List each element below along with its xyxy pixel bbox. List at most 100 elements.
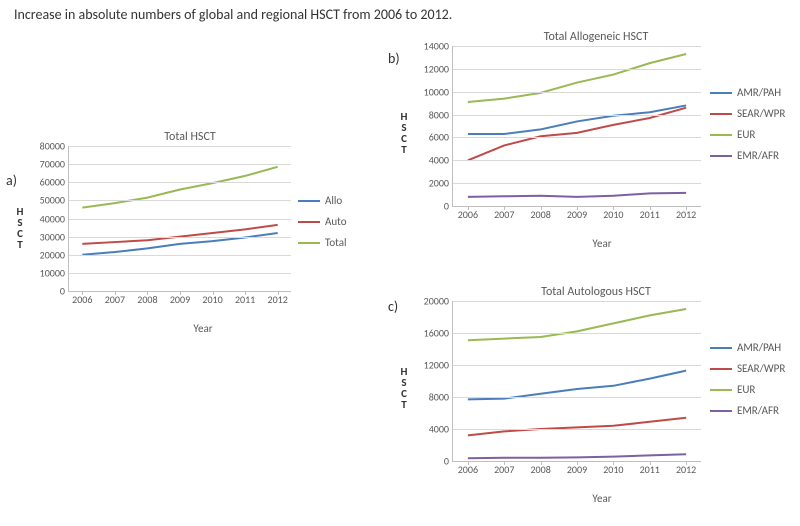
legend-item: Auto (298, 215, 347, 228)
chart-a-x-title: Year (68, 322, 338, 335)
gridline (453, 115, 701, 116)
legend-label: SEAR/WPR (737, 107, 785, 120)
legend-label: EMR/AFR (737, 404, 779, 417)
gridline (453, 397, 701, 398)
legend-item: EMR/AFR (710, 404, 785, 417)
gridline (453, 183, 701, 184)
gridline (69, 200, 291, 201)
legend-label: Allo (325, 194, 342, 207)
ytick-label: 0 (444, 200, 453, 213)
legend-swatch (710, 134, 732, 136)
legend-label: Auto (325, 215, 347, 228)
xtick-label: 2008 (530, 461, 550, 476)
ytick-label: 20000 (424, 295, 453, 308)
legend-label: EUR (737, 383, 755, 396)
series-line (468, 105, 686, 134)
gridline (453, 160, 701, 161)
legend-label: SEAR/WPR (737, 362, 785, 375)
gridline (453, 333, 701, 334)
gridline (69, 164, 291, 165)
legend-item: AMR/PAH (710, 341, 785, 354)
series-line (468, 193, 686, 197)
chart-a-plot: 0100002000030000400005000060000700008000… (68, 146, 291, 292)
legend-item: SEAR/WPR (710, 107, 785, 120)
ytick-label: 16000 (424, 327, 453, 340)
xtick-label: 2010 (603, 206, 623, 221)
series-line (468, 54, 686, 102)
xtick-label: 2007 (105, 291, 125, 306)
gridline (453, 92, 701, 93)
xtick-label: 2007 (494, 206, 514, 221)
chart-c-plot: 0400080001200016000200002006200720082009… (452, 301, 701, 462)
chart-c: Total Autologous HSCT HSCT 0400080001200… (400, 285, 792, 505)
gridline (453, 429, 701, 430)
ytick-label: 80000 (40, 140, 69, 153)
legend-label: EUR (737, 128, 755, 141)
legend-swatch (298, 242, 320, 244)
chart-b-y-title: HSCT (398, 111, 410, 155)
legend-swatch (710, 113, 732, 115)
series-line (82, 167, 277, 208)
ytick-label: 4000 (429, 154, 453, 167)
xtick-label: 2008 (530, 206, 550, 221)
xtick-label: 2011 (235, 291, 255, 306)
chart-a-legend: Allo Auto Total (298, 186, 347, 257)
ytick-label: 0 (60, 285, 69, 298)
chart-b-legend: AMR/PAH SEAR/WPR EUR EMR/AFR (710, 78, 785, 170)
chart-b-lines (453, 46, 701, 206)
panel-label-b: b) (388, 50, 400, 67)
page-title: Increase in absolute numbers of global a… (14, 6, 452, 23)
ytick-label: 10000 (424, 85, 453, 98)
legend-swatch (710, 389, 732, 391)
legend-swatch (710, 368, 732, 370)
legend-swatch (298, 221, 320, 223)
chart-c-legend: AMR/PAH SEAR/WPR EUR EMR/AFR (710, 333, 785, 425)
series-line (468, 418, 686, 436)
legend-item: Allo (298, 194, 347, 207)
xtick-label: 2011 (640, 206, 660, 221)
ytick-label: 2000 (429, 177, 453, 190)
legend-item: Total (298, 236, 347, 249)
gridline (69, 182, 291, 183)
legend-swatch (298, 200, 320, 202)
legend-label: EMR/AFR (737, 149, 779, 162)
chart-b: Total Allogeneic HSCT HSCT 0200040006000… (400, 30, 792, 250)
xtick-label: 2011 (640, 461, 660, 476)
series-line (468, 454, 686, 458)
ytick-label: 12000 (424, 62, 453, 75)
ytick-label: 12000 (424, 359, 453, 372)
chart-a: Total HSCT HSCT 010000200003000040000500… (20, 130, 360, 335)
panel-label-c: c) (388, 298, 398, 315)
legend-item: AMR/PAH (710, 86, 785, 99)
gridline (453, 301, 701, 302)
xtick-label: 2010 (202, 291, 222, 306)
gridline (453, 46, 701, 47)
gridline (69, 219, 291, 220)
series-line (82, 225, 277, 244)
gridline (453, 69, 701, 70)
ytick-label: 8000 (429, 108, 453, 121)
ytick-label: 60000 (40, 176, 69, 189)
panel-label-a: a) (6, 172, 17, 189)
series-line (468, 309, 686, 340)
gridline (453, 365, 701, 366)
legend-swatch (710, 92, 732, 94)
ytick-label: 10000 (40, 266, 69, 279)
ytick-label: 20000 (40, 248, 69, 261)
xtick-label: 2009 (170, 291, 190, 306)
xtick-label: 2006 (458, 461, 478, 476)
legend-swatch (710, 410, 732, 412)
chart-c-x-title: Year (452, 492, 752, 505)
gridline (69, 255, 291, 256)
xtick-label: 2008 (137, 291, 157, 306)
ytick-label: 0 (444, 455, 453, 468)
ytick-label: 4000 (429, 423, 453, 436)
chart-b-title: Total Allogeneic HSCT (400, 30, 792, 44)
legend-item: EMR/AFR (710, 149, 785, 162)
ytick-label: 40000 (40, 212, 69, 225)
xtick-label: 2010 (603, 461, 623, 476)
chart-c-y-title: HSCT (398, 366, 410, 410)
ytick-label: 30000 (40, 230, 69, 243)
legend-label: Total (325, 236, 347, 249)
series-line (468, 371, 686, 400)
